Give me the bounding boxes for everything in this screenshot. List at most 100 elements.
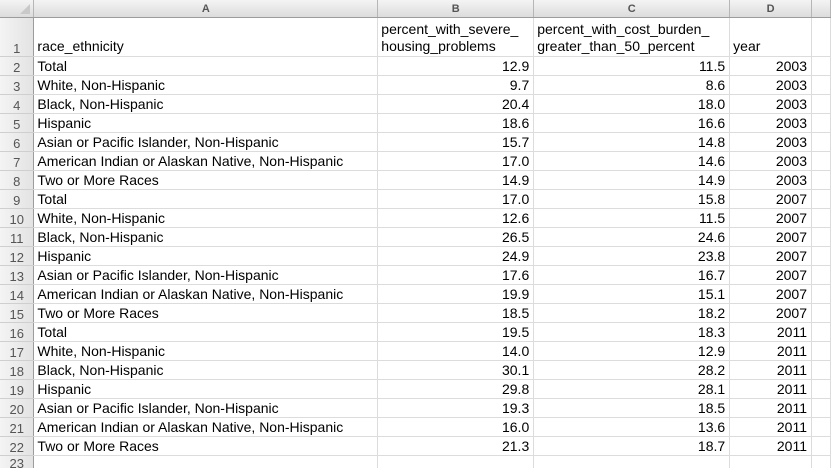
cell-year[interactable]: 2011 [729,436,812,456]
cell-cost-burden[interactable]: 14.9 [533,170,731,190]
cell-severe-housing[interactable]: 19.9 [377,284,535,304]
cell-year[interactable]: 2003 [729,56,812,76]
row-header[interactable]: 4 [0,94,35,114]
cell-year[interactable]: 2003 [729,132,812,152]
cell-year[interactable]: 2011 [729,322,812,342]
row-header[interactable]: 22 [0,436,35,456]
cell-race-ethnicity[interactable]: Black, Non-Hispanic [33,360,379,380]
header-cell-race[interactable]: race_ethnicity [33,17,379,57]
row-header[interactable]: 20 [0,398,35,418]
empty-cell[interactable] [811,322,831,342]
empty-cell[interactable] [811,436,831,456]
cell-cost-burden[interactable]: 28.1 [533,379,731,399]
row-header[interactable]: 10 [0,208,35,228]
column-header-c[interactable]: C [533,0,731,18]
empty-cell[interactable] [811,113,831,133]
empty-cell[interactable] [811,151,831,171]
cell-cost-burden[interactable]: 12.9 [533,341,731,361]
cell-cost-burden[interactable]: 16.6 [533,113,731,133]
cell-year[interactable]: 2007 [729,284,812,304]
column-header-a[interactable]: A [33,0,379,18]
empty-cell[interactable] [811,17,831,57]
row-header[interactable]: 5 [0,113,35,133]
cell-race-ethnicity[interactable]: Hispanic [33,379,379,399]
column-header-d[interactable]: D [729,0,812,18]
cell-year[interactable]: 2007 [729,265,812,285]
cell-race-ethnicity[interactable]: Total [33,322,379,342]
cell-year[interactable]: 2011 [729,417,812,437]
row-header[interactable]: 6 [0,132,35,152]
empty-cell[interactable] [811,398,831,418]
cell-severe-housing[interactable]: 15.7 [377,132,535,152]
empty-cell[interactable] [811,170,831,190]
cell-cost-burden[interactable]: 18.2 [533,303,731,323]
empty-cell[interactable] [811,189,831,209]
cell-race-ethnicity[interactable]: Asian or Pacific Islander, Non-Hispanic [33,398,379,418]
cell-severe-housing[interactable]: 21.3 [377,436,535,456]
cell-cost-burden[interactable]: 16.7 [533,265,731,285]
cell-race-ethnicity[interactable]: White, Non-Hispanic [33,341,379,361]
select-all-corner[interactable] [0,0,35,18]
empty-cell[interactable] [811,379,831,399]
cell-year[interactable]: 2003 [729,151,812,171]
empty-cell[interactable] [533,455,731,468]
empty-cell[interactable] [811,132,831,152]
empty-cell[interactable] [811,246,831,266]
row-header[interactable]: 18 [0,360,35,380]
row-header[interactable]: 11 [0,227,35,247]
cell-severe-housing[interactable]: 30.1 [377,360,535,380]
cell-race-ethnicity[interactable]: American Indian or Alaskan Native, Non-H… [33,151,379,171]
cell-severe-housing[interactable]: 12.9 [377,56,535,76]
cell-cost-burden[interactable]: 14.6 [533,151,731,171]
row-header[interactable]: 15 [0,303,35,323]
cell-race-ethnicity[interactable]: White, Non-Hispanic [33,75,379,95]
cell-cost-burden[interactable]: 14.8 [533,132,731,152]
cell-year[interactable]: 2003 [729,75,812,95]
cell-year[interactable]: 2007 [729,227,812,247]
cell-severe-housing[interactable]: 19.5 [377,322,535,342]
cell-year[interactable]: 2011 [729,379,812,399]
empty-cell[interactable] [811,265,831,285]
cell-severe-housing[interactable]: 16.0 [377,417,535,437]
row-header[interactable]: 3 [0,75,35,95]
empty-cell[interactable] [729,455,812,468]
empty-cell[interactable] [811,341,831,361]
cell-severe-housing[interactable]: 17.0 [377,151,535,171]
empty-cell[interactable] [33,455,379,468]
cell-year[interactable]: 2011 [729,360,812,380]
cell-cost-burden[interactable]: 15.8 [533,189,731,209]
cell-cost-burden[interactable]: 18.3 [533,322,731,342]
cell-race-ethnicity[interactable]: Black, Non-Hispanic [33,227,379,247]
cell-year[interactable]: 2011 [729,398,812,418]
column-header-b[interactable]: B [377,0,535,18]
column-header-blank[interactable] [811,0,831,18]
cell-year[interactable]: 2003 [729,113,812,133]
cell-cost-burden[interactable]: 11.5 [533,208,731,228]
cell-severe-housing[interactable]: 14.0 [377,341,535,361]
empty-cell[interactable] [811,227,831,247]
empty-cell[interactable] [811,94,831,114]
cell-year[interactable]: 2007 [729,208,812,228]
header-cell-severe[interactable]: percent_with_severe_ housing_problems [377,17,535,57]
cell-race-ethnicity[interactable]: American Indian or Alaskan Native, Non-H… [33,284,379,304]
row-header[interactable]: 1 [0,17,35,57]
cell-severe-housing[interactable]: 17.0 [377,189,535,209]
header-cell-burden[interactable]: percent_with_cost_burden_ greater_than_5… [533,17,731,57]
row-header[interactable]: 7 [0,151,35,171]
empty-cell[interactable] [811,303,831,323]
cell-cost-burden[interactable]: 18.5 [533,398,731,418]
row-header[interactable]: 19 [0,379,35,399]
empty-cell[interactable] [811,208,831,228]
header-cell-year[interactable]: year [729,17,812,57]
cell-year[interactable]: 2007 [729,189,812,209]
cell-race-ethnicity[interactable]: Black, Non-Hispanic [33,94,379,114]
row-header[interactable]: 13 [0,265,35,285]
row-header[interactable]: 21 [0,417,35,437]
cell-severe-housing[interactable]: 18.5 [377,303,535,323]
cell-severe-housing[interactable]: 12.6 [377,208,535,228]
empty-cell[interactable] [811,75,831,95]
cell-cost-burden[interactable]: 8.6 [533,75,731,95]
cell-race-ethnicity[interactable]: Total [33,189,379,209]
cell-cost-burden[interactable]: 15.1 [533,284,731,304]
cell-severe-housing[interactable]: 14.9 [377,170,535,190]
